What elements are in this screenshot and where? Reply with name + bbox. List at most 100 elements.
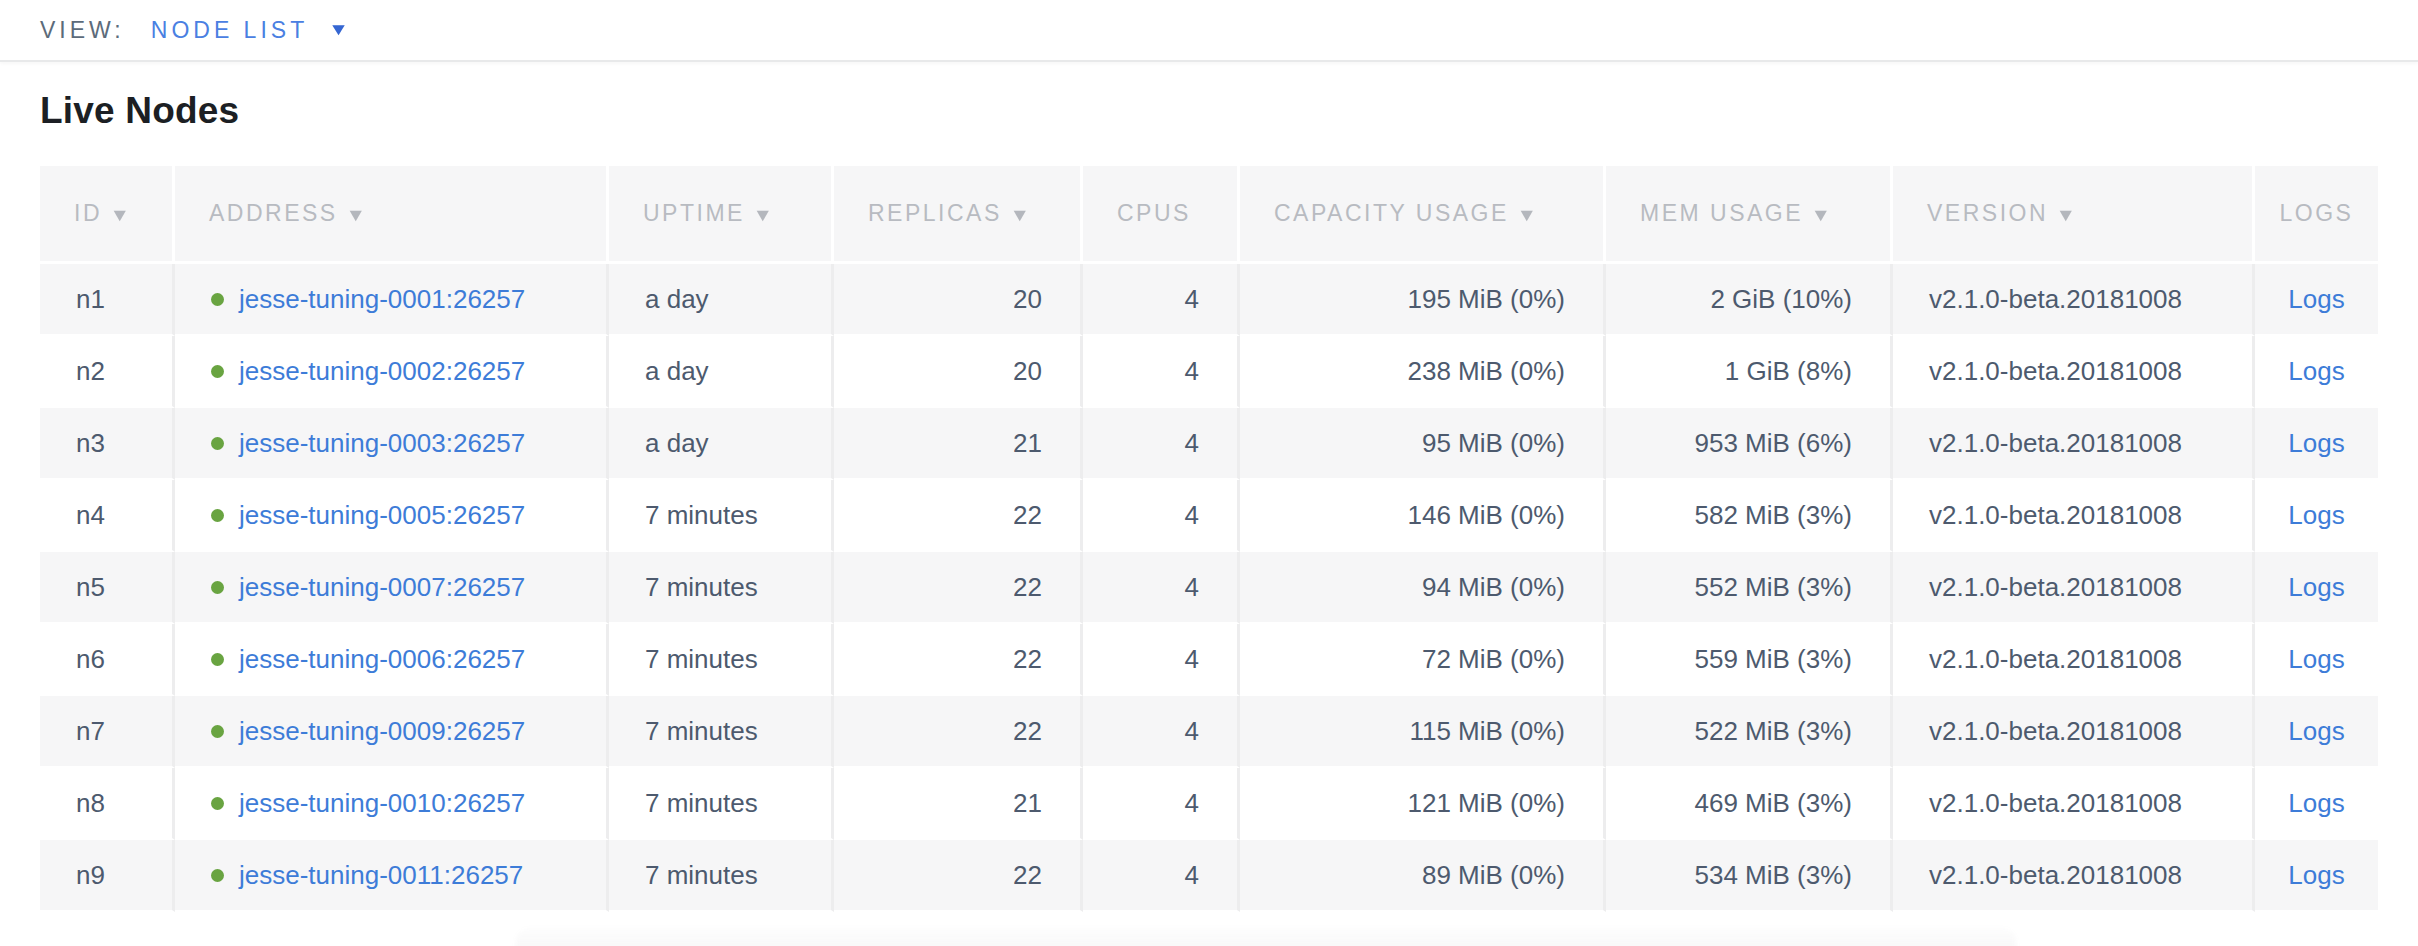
node-capacity-usage-cell: 72 MiB (0%) [1240, 624, 1606, 696]
logs-link[interactable]: Logs [2288, 788, 2344, 818]
table-header-row: ID▼ADDRESS▼UPTIME▼REPLICAS▼CPUSCAPACITY … [40, 166, 2378, 264]
node-address-link[interactable]: jesse-tuning-0010:26257 [239, 788, 525, 818]
node-uptime-cell: 7 minutes [609, 768, 834, 840]
table-row: n9jesse-tuning-0011:262577 minutes22489 … [40, 840, 2378, 912]
node-replicas-cell: 22 [834, 480, 1083, 552]
node-cpus-cell: 4 [1083, 264, 1240, 336]
node-address-cell: jesse-tuning-0011:26257 [175, 840, 609, 912]
node-address-link[interactable]: jesse-tuning-0006:26257 [239, 644, 525, 674]
table-row: n8 jesse-tuning-0010:26257 7 minutes214121… [40, 768, 2378, 840]
sort-arrow-icon[interactable]: ▼ [2056, 205, 2079, 226]
node-logs-cell: Logs [2255, 552, 2378, 624]
node-replicas-cell: 20 [834, 264, 1083, 336]
node-uptime-cell: 7 minutes [609, 480, 834, 552]
page-title: Live Nodes [40, 90, 2378, 132]
table-row: n6jesse-tuning-0006:262577 minutes22472 … [40, 624, 2378, 696]
node-capacity-usage-cell: 94 MiB (0%) [1240, 552, 1606, 624]
node-address-cell: jesse-tuning-0009:26257 [175, 696, 609, 768]
table-row: n5jesse-tuning-0007:262577 minutes22494 … [40, 552, 2378, 624]
live-nodes-section: Live Nodes ID▼ADDRESS▼UPTIME▼REPLICAS▼CP… [0, 62, 2418, 912]
column-header-logs: LOGS [2255, 166, 2378, 264]
column-header-uptime[interactable]: UPTIME ▼ [609, 166, 834, 264]
chevron-down-icon: ▼ [328, 20, 349, 40]
node-address-cell: jesse-tuning-0010:26257 [175, 768, 609, 840]
logs-link[interactable]: Logs [2288, 500, 2344, 530]
node-mem-usage-cell: 552 MiB (3%) [1606, 552, 1893, 624]
table-row: n4jesse-tuning-0005:262577 minutes224146… [40, 480, 2378, 552]
node-capacity-usage-cell: 121 MiB (0%) [1240, 768, 1606, 840]
column-header-label: ADDRESS [209, 200, 338, 226]
node-address-cell: jesse-tuning-0001:26257 [175, 264, 609, 336]
node-cpus-cell: 4 [1083, 840, 1240, 912]
node-address-link[interactable]: jesse-tuning-0009:26257 [239, 716, 525, 746]
node-logs-cell: Logs [2255, 696, 2378, 768]
sort-arrow-icon[interactable]: ▼ [1811, 205, 1834, 226]
node-mem-usage-cell: 953 MiB (6%) [1606, 408, 1893, 480]
view-selected-value[interactable]: NODE LIST [151, 17, 308, 44]
node-version-cell: v2.1.0-beta.20181008 [1893, 624, 2255, 696]
sort-arrow-icon[interactable]: ▼ [752, 205, 775, 226]
column-header-label: ID [74, 200, 102, 226]
node-address-link[interactable]: jesse-tuning-0005:26257 [239, 500, 525, 530]
view-selector-dropdown[interactable]: NODE LIST ▼ [151, 17, 347, 44]
sort-arrow-icon[interactable]: ▼ [345, 205, 368, 226]
logs-link[interactable]: Logs [2288, 284, 2344, 314]
node-address-link[interactable]: jesse-tuning-0011:26257 [239, 860, 523, 890]
logs-link[interactable]: Logs [2288, 356, 2344, 386]
node-logs-cell: Logs [2255, 408, 2378, 480]
logs-link[interactable]: Logs [2288, 644, 2344, 674]
logs-link[interactable]: Logs [2288, 572, 2344, 602]
node-id-cell: n1 [40, 264, 175, 336]
node-cpus-cell: 4 [1083, 768, 1240, 840]
node-id-cell: n7 [40, 696, 175, 768]
column-header-mem[interactable]: MEM USAGE ▼ [1606, 166, 1893, 264]
column-header-replicas[interactable]: REPLICAS▼ [834, 166, 1083, 264]
column-header-id[interactable]: ID ▼ [40, 166, 175, 264]
node-uptime-cell: 7 minutes [609, 624, 834, 696]
node-version-cell: v2.1.0-beta.20181008 [1893, 408, 2255, 480]
node-address-link[interactable]: jesse-tuning-0002:26257 [239, 356, 525, 386]
node-address-cell: jesse-tuning-0006:26257 [175, 624, 609, 696]
node-uptime-cell: 7 minutes [609, 696, 834, 768]
node-mem-usage-cell: 2 GiB (10%) [1606, 264, 1893, 336]
column-header-label: MEM USAGE [1640, 200, 1803, 226]
column-header-version[interactable]: VERSION▼ [1893, 166, 2255, 264]
column-header-label: CPUS [1117, 200, 1191, 226]
node-logs-cell: Logs [2255, 840, 2378, 912]
node-replicas-cell: 22 [834, 696, 1083, 768]
node-live-status-dot-icon [211, 293, 224, 306]
logs-link[interactable]: Logs [2288, 860, 2344, 890]
node-version-cell: v2.1.0-beta.20181008 [1893, 696, 2255, 768]
node-replicas-cell: 21 [834, 768, 1083, 840]
node-version-cell: v2.1.0-beta.20181008 [1893, 768, 2255, 840]
node-logs-cell: Logs [2255, 624, 2378, 696]
node-mem-usage-cell: 469 MiB (3%) [1606, 768, 1893, 840]
node-id-cell: n8 [40, 768, 175, 840]
column-header-label: CAPACITY USAGE [1274, 200, 1509, 226]
node-cpus-cell: 4 [1083, 336, 1240, 408]
column-header-cpus: CPUS [1083, 166, 1240, 264]
node-capacity-usage-cell: 238 MiB (0%) [1240, 336, 1606, 408]
sort-arrow-icon[interactable]: ▼ [1009, 205, 1032, 226]
node-address-link[interactable]: jesse-tuning-0001:26257 [239, 284, 525, 314]
logs-link[interactable]: Logs [2288, 716, 2344, 746]
node-uptime-cell: a day [609, 408, 834, 480]
sort-arrow-icon[interactable]: ▼ [109, 205, 132, 226]
sort-arrow-icon[interactable]: ▼ [1516, 205, 1539, 226]
node-version-cell: v2.1.0-beta.20181008 [1893, 480, 2255, 552]
node-address-link[interactable]: jesse-tuning-0003:26257 [239, 428, 525, 458]
node-version-cell: v2.1.0-beta.20181008 [1893, 336, 2255, 408]
node-uptime-cell: a day [609, 336, 834, 408]
node-cpus-cell: 4 [1083, 408, 1240, 480]
node-uptime-cell: a day [609, 264, 834, 336]
node-cpus-cell: 4 [1083, 624, 1240, 696]
logs-link[interactable]: Logs [2288, 428, 2344, 458]
column-header-label: UPTIME [643, 200, 745, 226]
node-address-link[interactable]: jesse-tuning-0007:26257 [239, 572, 525, 602]
node-replicas-cell: 22 [834, 552, 1083, 624]
node-uptime-cell: 7 minutes [609, 840, 834, 912]
node-id-cell: n3 [40, 408, 175, 480]
node-live-status-dot-icon [211, 869, 224, 882]
column-header-address[interactable]: ADDRESS ▼ [175, 166, 609, 264]
column-header-capacity[interactable]: CAPACITY USAGE ▼ [1240, 166, 1606, 264]
